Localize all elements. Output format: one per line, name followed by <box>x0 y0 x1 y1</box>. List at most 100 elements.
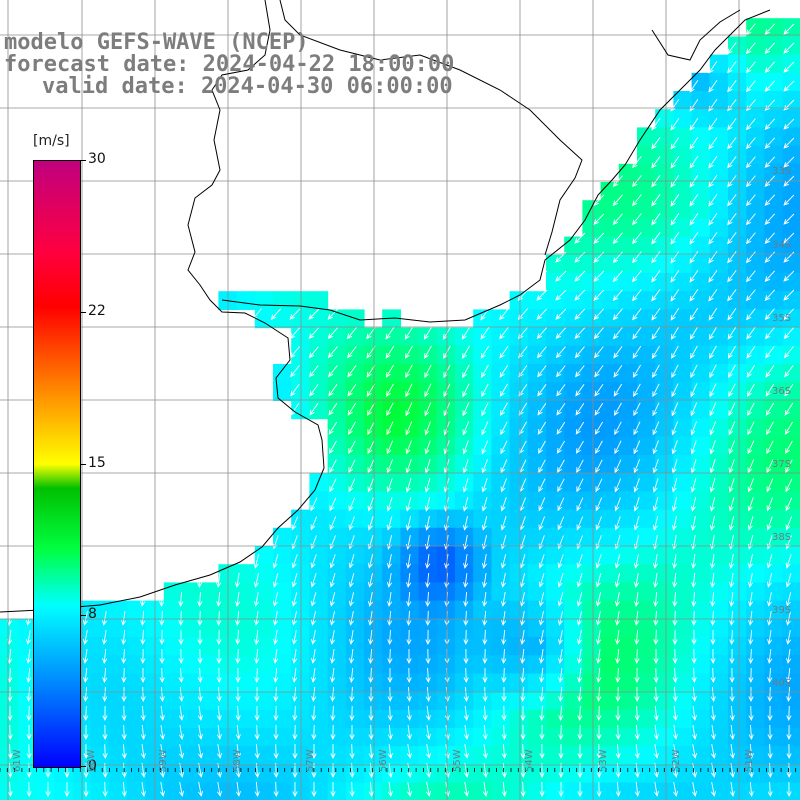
wind-arrow <box>349 725 355 741</box>
wind-arrow <box>634 592 640 607</box>
wind-arrow <box>463 629 469 646</box>
wind-arrow <box>691 630 697 646</box>
speed-cell <box>273 527 292 547</box>
wind-arrow <box>462 497 469 512</box>
speed-cell <box>527 582 547 602</box>
wind-arrow <box>387 705 393 722</box>
wind-arrow <box>7 686 13 703</box>
speed-cell <box>691 473 711 492</box>
wind-arrow <box>558 705 564 722</box>
speed-cell <box>637 436 656 456</box>
wind-arrow <box>536 327 547 340</box>
wind-arrow <box>254 705 260 722</box>
speed-cell <box>673 436 693 456</box>
speed-cell <box>345 655 365 674</box>
wind-arrow <box>670 250 680 264</box>
wind-arrow <box>613 364 623 378</box>
speed-cell <box>455 491 474 511</box>
wind-arrow <box>575 440 584 454</box>
speed-cell <box>527 564 547 583</box>
speed-cell <box>200 764 219 784</box>
wind-arrow <box>501 629 507 646</box>
speed-cell <box>509 473 529 492</box>
speed-cell <box>546 254 565 274</box>
speed-cell <box>564 400 583 420</box>
wind-arrow <box>708 98 718 112</box>
wind-arrow <box>308 308 320 320</box>
speed-cell <box>345 764 365 784</box>
wind-arrow <box>653 705 659 722</box>
wind-arrow <box>633 497 640 512</box>
speed-cell <box>527 327 547 347</box>
wind-speed-field <box>0 18 800 800</box>
speed-cell <box>673 400 693 420</box>
wind-arrow <box>254 686 260 703</box>
speed-cell <box>327 691 347 711</box>
wind-arrow <box>308 327 320 339</box>
wind-arrow <box>404 345 413 359</box>
speed-cell <box>600 764 620 784</box>
speed-cell <box>254 564 274 583</box>
wind-arrow <box>197 572 203 589</box>
speed-cell <box>309 637 329 656</box>
speed-cell <box>309 709 329 729</box>
wind-arrow <box>272 573 279 588</box>
speed-cell <box>618 509 638 529</box>
wind-arrow <box>575 365 585 378</box>
wind-arrow <box>783 23 795 35</box>
speed-cell <box>764 764 784 784</box>
speed-cell <box>582 418 602 438</box>
speed-cell <box>691 509 711 529</box>
speed-cell <box>600 782 620 800</box>
wind-arrow <box>481 402 489 417</box>
wind-arrow <box>651 307 661 321</box>
wind-arrow <box>197 648 203 665</box>
speed-cell <box>455 582 474 602</box>
lon-label-58w: 58W <box>232 749 243 772</box>
wind-arrow <box>330 668 336 683</box>
speed-cell <box>746 527 765 547</box>
speed-cell <box>782 382 800 401</box>
speed-cell <box>709 364 729 383</box>
wind-arrow <box>766 516 773 531</box>
lat-label-35s: 35S <box>772 313 792 324</box>
wind-arrow <box>292 668 298 683</box>
speed-cell <box>254 782 274 800</box>
speed-cell <box>637 564 656 583</box>
wind-arrow <box>764 213 776 225</box>
wind-arrow <box>292 782 298 798</box>
speed-cell <box>746 400 765 420</box>
wind-arrow <box>746 383 755 398</box>
wind-arrow <box>482 648 488 665</box>
wind-arrow <box>386 459 393 474</box>
speed-cell <box>746 782 765 800</box>
speed-cell <box>236 291 256 310</box>
speed-cell <box>509 382 529 401</box>
wind-arrow <box>387 686 393 703</box>
wind-arrow <box>767 724 773 741</box>
speed-cell <box>345 345 365 365</box>
wind-arrow <box>633 459 641 474</box>
wind-arrow <box>786 724 792 741</box>
speed-cell <box>345 527 365 547</box>
speed-cell <box>691 564 711 583</box>
wind-arrow <box>520 686 526 703</box>
wind-arrow <box>747 402 755 417</box>
speed-cell <box>327 418 347 438</box>
speed-cell <box>691 618 711 638</box>
wind-arrow <box>612 289 623 302</box>
speed-cell <box>728 309 747 329</box>
speed-cell <box>746 655 765 674</box>
speed-cell <box>655 254 674 274</box>
speed-cell <box>746 291 765 310</box>
wind-arrow <box>614 478 622 493</box>
speed-cell <box>436 436 456 456</box>
speed-cell <box>728 782 747 800</box>
speed-cell <box>182 673 201 693</box>
wind-arrow <box>710 686 716 703</box>
wind-arrow <box>102 667 108 684</box>
speed-cell <box>746 72 765 92</box>
wind-arrow <box>593 194 605 206</box>
speed-cell <box>527 691 547 711</box>
wind-arrow <box>329 630 336 645</box>
